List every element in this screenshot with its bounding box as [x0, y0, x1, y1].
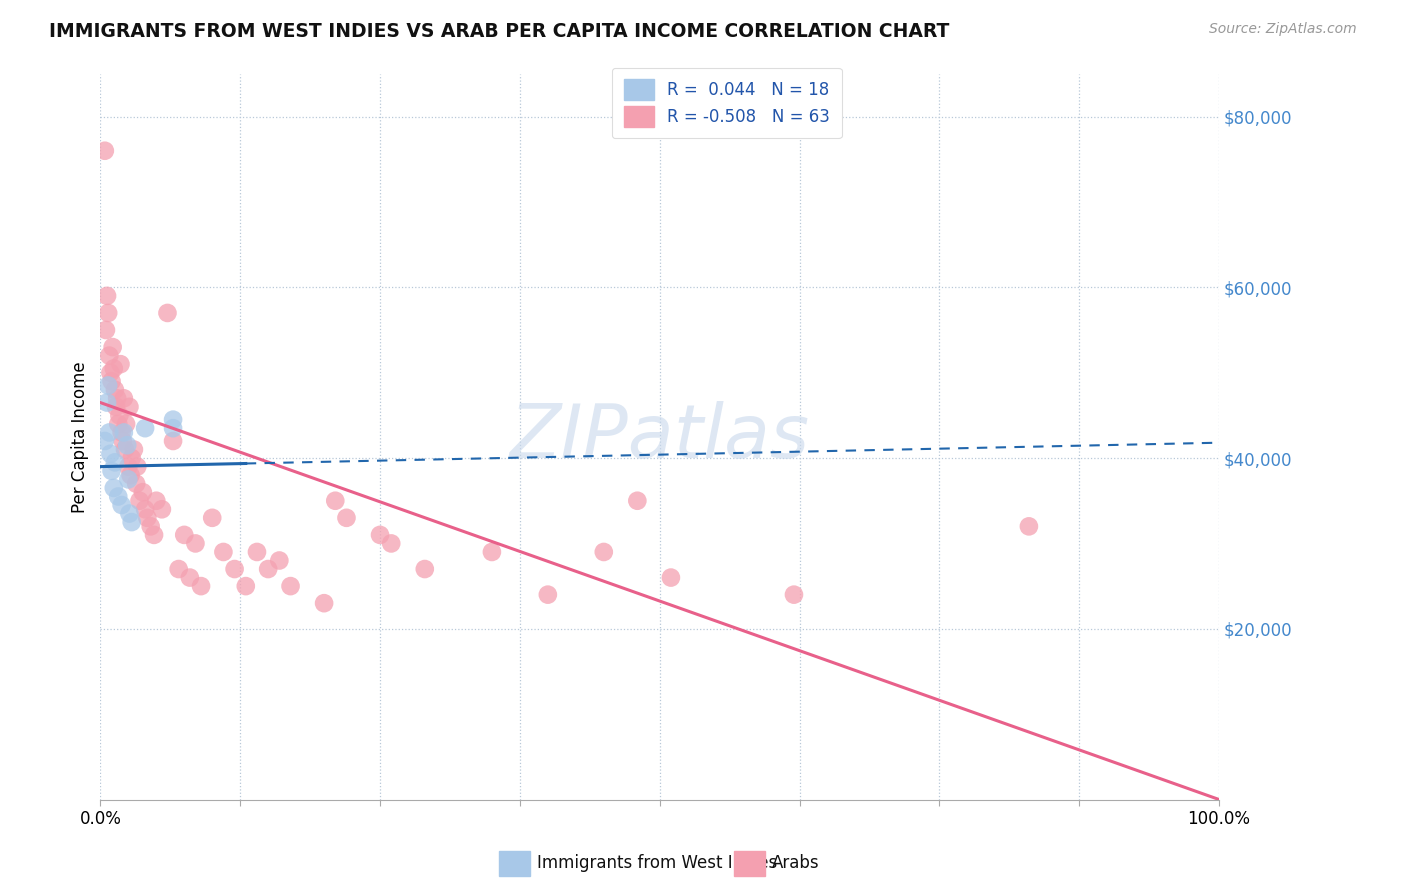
Legend: R =  0.044   N = 18, R = -0.508   N = 63: R = 0.044 N = 18, R = -0.508 N = 63 [612, 68, 842, 138]
Point [110, 498, 132, 512]
Point [335, 511, 357, 525]
Point [134, 502, 156, 516]
Point [136, 511, 159, 525]
Text: Source: ZipAtlas.com: Source: ZipAtlas.com [1209, 22, 1357, 37]
Point [173, 528, 195, 542]
Point [537, 588, 560, 602]
Point [145, 493, 167, 508]
Point [107, 417, 129, 431]
Point [143, 528, 166, 542]
Point [104, 455, 127, 469]
Point [150, 502, 173, 516]
Point [280, 579, 302, 593]
Point [112, 392, 135, 406]
Point [235, 579, 257, 593]
Point [100, 464, 122, 478]
Point [120, 468, 142, 483]
Point [108, 409, 131, 423]
Point [97, 378, 120, 392]
Point [118, 507, 141, 521]
Text: Arabs: Arabs [772, 855, 820, 872]
Point [104, 383, 127, 397]
Point [179, 571, 201, 585]
Point [118, 400, 141, 414]
Point [132, 485, 155, 500]
Point [100, 366, 122, 380]
Point [105, 400, 128, 414]
Point [125, 476, 148, 491]
Point [134, 421, 156, 435]
Point [96, 289, 118, 303]
Point [127, 459, 149, 474]
Y-axis label: Per Capita Income: Per Capita Income [72, 361, 89, 513]
Point [110, 425, 132, 440]
Text: Immigrants from West Indies: Immigrants from West Indies [537, 855, 778, 872]
Point [783, 588, 806, 602]
Point [122, 442, 145, 457]
Point [128, 493, 150, 508]
Point [101, 340, 124, 354]
Point [94, 144, 117, 158]
Point [162, 421, 184, 435]
Point [481, 545, 503, 559]
Point [162, 412, 184, 426]
Point [592, 545, 614, 559]
Point [167, 562, 190, 576]
Point [1018, 519, 1040, 533]
Point [103, 481, 125, 495]
Point [380, 536, 402, 550]
Point [115, 438, 138, 452]
Point [413, 562, 436, 576]
Point [659, 571, 682, 585]
Point [201, 511, 224, 525]
Text: ZIPatlas: ZIPatlas [509, 401, 810, 473]
Point [626, 493, 648, 508]
Point [98, 349, 121, 363]
Point [323, 493, 346, 508]
Point [111, 434, 134, 448]
Point [105, 392, 128, 406]
Point [212, 545, 235, 559]
Point [100, 374, 122, 388]
Point [117, 472, 139, 486]
Point [97, 306, 120, 320]
Point [184, 536, 207, 550]
Text: IMMIGRANTS FROM WEST INDIES VS ARAB PER CAPITA INCOME CORRELATION CHART: IMMIGRANTS FROM WEST INDIES VS ARAB PER … [49, 22, 949, 41]
Point [190, 579, 212, 593]
Point [246, 545, 269, 559]
Point [94, 323, 117, 337]
Point [121, 451, 143, 466]
Point [156, 306, 179, 320]
Point [139, 519, 162, 533]
Point [112, 425, 135, 440]
Point [121, 515, 143, 529]
Point [98, 425, 121, 440]
Point [117, 459, 139, 474]
Point [100, 447, 122, 461]
Point [162, 434, 184, 448]
Point [114, 442, 136, 457]
Point [110, 357, 132, 371]
Point [96, 395, 118, 409]
Point [314, 596, 336, 610]
Point [269, 553, 291, 567]
Point [115, 417, 138, 431]
Point [368, 528, 391, 542]
Point [224, 562, 246, 576]
Point [103, 361, 125, 376]
Point [107, 490, 129, 504]
Point [94, 434, 117, 448]
Point [257, 562, 280, 576]
